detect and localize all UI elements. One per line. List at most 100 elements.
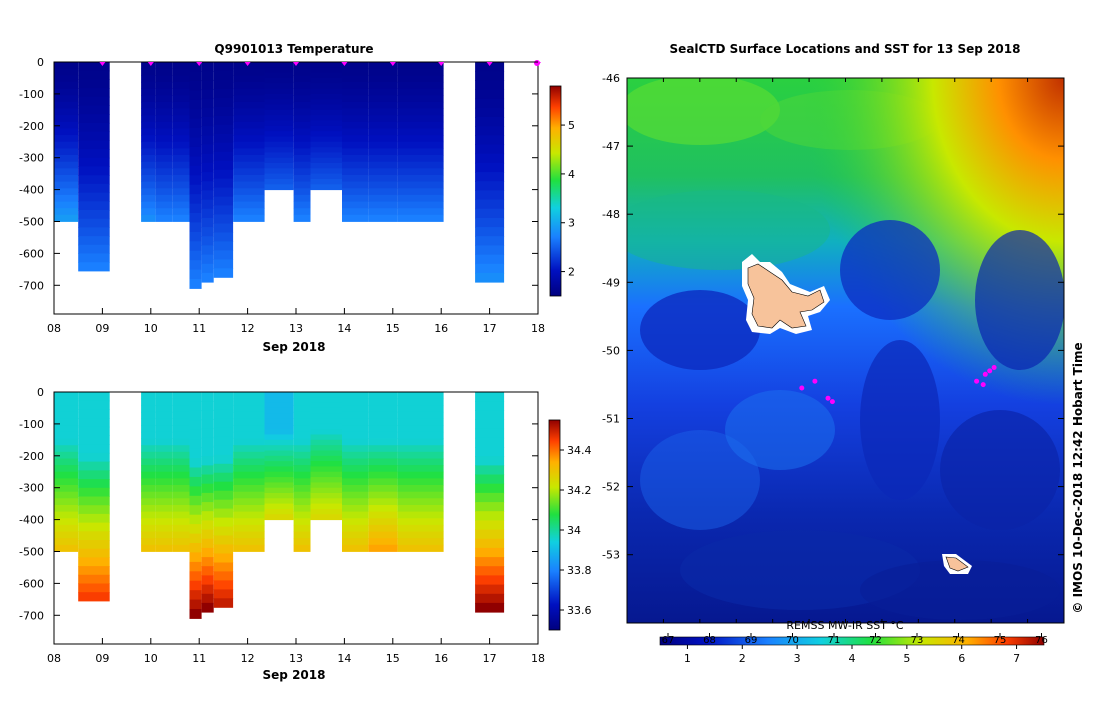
profile-cell (368, 431, 398, 439)
profile-cell (189, 580, 202, 591)
profile-cell (368, 445, 398, 453)
profile-cell (293, 168, 311, 176)
profile-cell (310, 407, 342, 414)
profile-cell (368, 465, 398, 473)
profile-cell (189, 420, 202, 431)
profile-cell (264, 487, 294, 494)
profile-cell (475, 162, 505, 173)
profile-cell (310, 115, 342, 121)
x-tick-label: 11 (192, 652, 206, 665)
profile-cell (54, 115, 79, 123)
profile-cell (172, 418, 190, 426)
profile-cell (397, 121, 444, 129)
profile-cell (233, 115, 265, 123)
y-tick-label: 0 (37, 56, 44, 69)
profile-cell (172, 451, 190, 459)
profile-cell (233, 471, 265, 479)
profile-cell (342, 201, 369, 209)
profile-cell (475, 557, 505, 567)
profile-cell (172, 438, 190, 446)
profile-cell (368, 155, 398, 163)
profile-cell (189, 260, 202, 271)
profile-cell (155, 458, 173, 466)
profile-cell (397, 88, 444, 96)
profile-cell (141, 438, 156, 446)
profile-cell (233, 188, 265, 196)
profile-cell (397, 465, 444, 473)
x-tick-label: 16 (434, 322, 448, 335)
profile-cell (310, 163, 342, 169)
profile-cell (141, 175, 156, 183)
sst-top-tick-label: 71 (828, 635, 841, 646)
profile-cell (368, 458, 398, 466)
profile-cell (172, 458, 190, 466)
profile-cell (342, 392, 369, 400)
cbar-tick-label: 2 (568, 266, 575, 279)
profile-cell (213, 571, 234, 581)
seal-location (825, 395, 831, 401)
profile-cell (54, 425, 79, 433)
profile-cell (264, 83, 294, 90)
profile-cell (233, 141, 265, 149)
profile-cell (264, 477, 294, 483)
profile-cell (54, 88, 79, 96)
y-tick-label: -600 (19, 247, 44, 260)
profile-cell (78, 496, 110, 506)
profile-cell (172, 181, 190, 189)
profile-cell (233, 538, 265, 546)
profile-cell (201, 71, 214, 81)
profile-cell (342, 68, 369, 76)
sst-top-tick-label: 74 (952, 635, 965, 646)
profile-cell (172, 95, 190, 103)
profile-cell (155, 75, 173, 83)
profile-cell (310, 402, 342, 409)
profile-cell (310, 509, 342, 515)
profile-cell (213, 71, 234, 81)
profile-cell (233, 438, 265, 446)
profile-cell (201, 107, 214, 118)
profile-cell (213, 445, 234, 456)
profile-cell (293, 75, 311, 83)
profile-cell (155, 491, 173, 499)
profile-cell (264, 450, 294, 457)
profile-cell (293, 418, 311, 426)
profile-cell (310, 184, 342, 191)
x-tick-label: 12 (241, 652, 255, 665)
profile-cell (342, 168, 369, 176)
profile-cell (172, 194, 190, 202)
profile-cell (342, 511, 369, 519)
profile-cell (201, 566, 214, 576)
profile-cell (141, 398, 156, 406)
profile-cell (264, 72, 294, 79)
profile-cell (342, 538, 369, 546)
profile-cell (293, 161, 311, 169)
profile-cell (293, 465, 311, 473)
profile-cell (141, 161, 156, 169)
profile-cell (213, 472, 234, 483)
profile-cell (201, 602, 214, 613)
profile-cell (293, 201, 311, 209)
profile-cell (213, 106, 234, 117)
profile-cell (213, 250, 234, 260)
profile-cell (213, 401, 234, 411)
profile-cell (155, 431, 173, 439)
profile-cell (293, 491, 311, 499)
profile-cell (293, 425, 311, 433)
profile-cell (342, 431, 369, 439)
profile-cell (342, 445, 369, 453)
profile-cell (397, 438, 444, 446)
profile-cell (172, 62, 190, 70)
sst-bottom-tick-label: 2 (739, 652, 746, 665)
profile-cell (342, 518, 369, 526)
profile-cell (141, 115, 156, 123)
profile-cell (172, 101, 190, 109)
profile-cell (397, 405, 444, 413)
profile-cell (233, 208, 265, 216)
profile-cell (310, 72, 342, 79)
profile-cell (172, 538, 190, 546)
profile-cell (475, 227, 505, 237)
profile-cell (310, 477, 342, 483)
profile-cell (155, 168, 173, 176)
profile-cell (397, 505, 444, 513)
profile-cell (397, 75, 444, 83)
